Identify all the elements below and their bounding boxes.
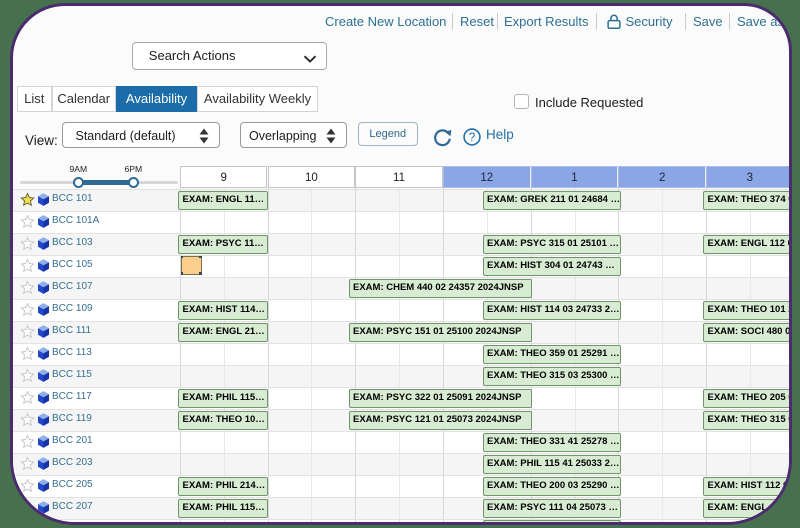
svg-text:?: ?: [469, 131, 476, 144]
